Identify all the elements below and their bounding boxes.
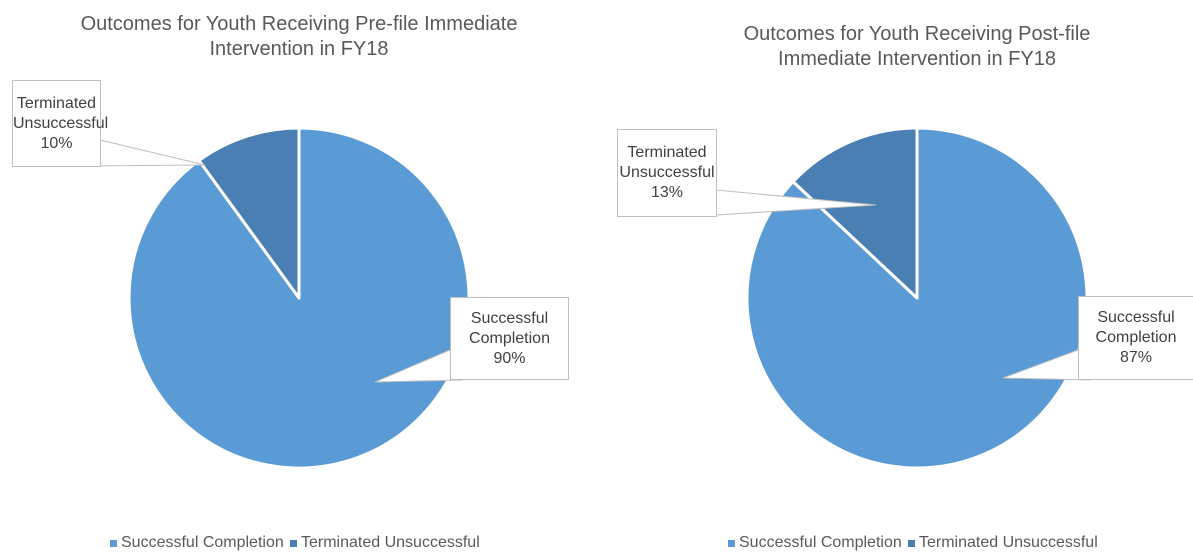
data-label: Successful Completion 90% (450, 297, 569, 380)
data-label: Successful Completion 87% (1078, 296, 1193, 380)
chart-title: Outcomes for Youth Receiving Post-file I… (743, 23, 1091, 70)
data-label-category: Successful Completion (469, 309, 550, 347)
data-label-category: Successful Completion (1095, 309, 1177, 346)
chart-title: Outcomes for Youth Receiving Pre-file Im… (80, 13, 518, 60)
data-label-category: Terminated Unsuccessful (619, 144, 715, 181)
legend-label: Successful Completion (121, 534, 284, 551)
pie-slice (127, 126, 471, 470)
legend-label: Terminated Unsuccessful (919, 534, 1098, 551)
legend-swatch (908, 540, 915, 547)
data-label-value: 90% (493, 349, 526, 367)
legend-label: Terminated Unsuccessful (301, 534, 480, 551)
data-label: Terminated Unsuccessful 10% (12, 80, 109, 167)
legend-swatch (728, 540, 735, 547)
legend-swatch (110, 540, 117, 547)
data-label-value: 87% (1119, 349, 1153, 366)
data-label-value: 13% (650, 184, 684, 201)
data-label: Terminated Unsuccessful 13% (617, 129, 717, 217)
data-label-value: 10% (40, 134, 73, 152)
pie-slice (197, 126, 301, 300)
pie-slice (745, 126, 1089, 470)
data-label-category: Terminated Unsuccessful (13, 94, 109, 132)
callout-pointer (84, 139, 206, 167)
legend-swatch (290, 540, 297, 547)
pie-slice (791, 126, 919, 300)
legend-label: Successful Completion (739, 534, 902, 551)
